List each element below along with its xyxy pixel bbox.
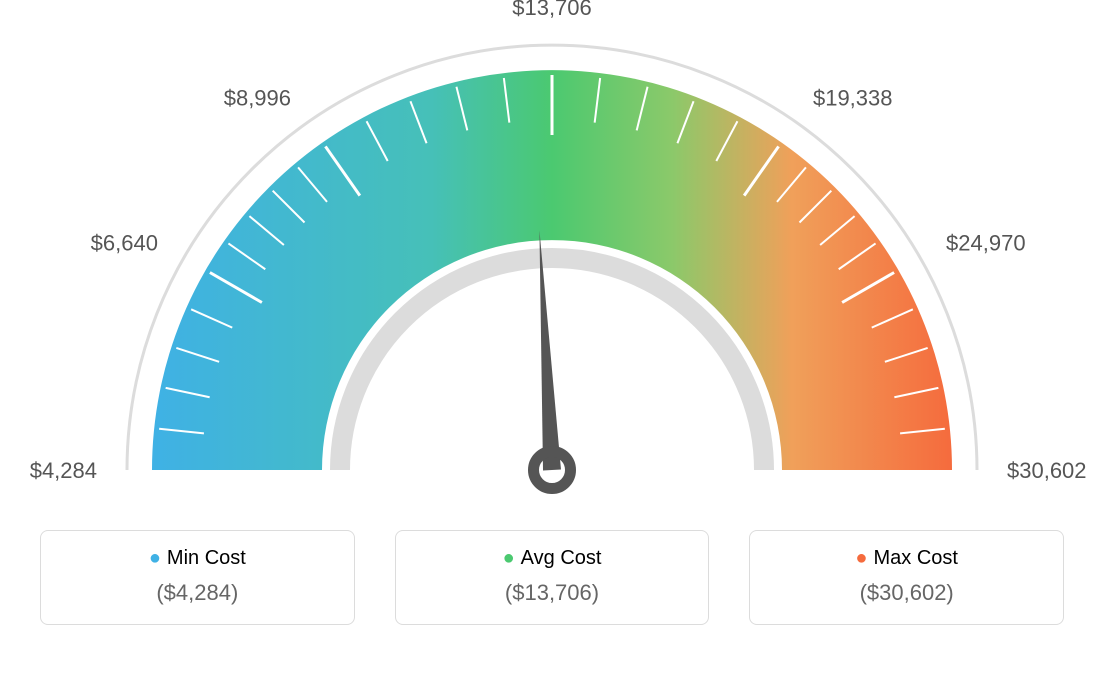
legend-label-avg: Avg Cost: [521, 547, 602, 569]
gauge-label: $30,602: [1007, 458, 1087, 483]
legend-dot-min: ●: [149, 547, 161, 569]
legend-label-max: Max Cost: [873, 547, 957, 569]
legend-label-min: Min Cost: [167, 547, 246, 569]
legend-value-min: ($4,284): [41, 580, 354, 606]
gauge-label: $19,338: [813, 85, 893, 110]
legend-row: ● Min Cost ($4,284) ● Avg Cost ($13,706) ●…: [0, 530, 1104, 625]
legend-box-avg: ● Avg Cost ($13,706): [395, 530, 710, 625]
gauge-label: $6,640: [91, 231, 158, 256]
gauge-label: $4,284: [30, 458, 97, 483]
legend-title-min: ● Min Cost: [41, 547, 354, 570]
legend-value-avg: ($13,706): [396, 580, 709, 606]
gauge-label: $24,970: [946, 231, 1026, 256]
gauge-chart: $4,284 $6,640 $8,996 $13,706 $19,338 $24,970 $…: [0, 0, 1104, 520]
legend-box-max: ● Max Cost ($30,602): [749, 530, 1064, 625]
legend-dot-max: ●: [855, 547, 867, 569]
gauge-label: $13,706: [512, 0, 592, 20]
legend-dot-avg: ●: [503, 547, 515, 569]
legend-box-min: ● Min Cost ($4,284): [40, 530, 355, 625]
legend-title-max: ● Max Cost: [750, 547, 1063, 570]
gauge-svg: $4,284 $6,640 $8,996 $13,706 $19,338 $24,970 $…: [0, 0, 1104, 520]
gauge-label: $8,996: [224, 85, 291, 110]
legend-value-max: ($30,602): [750, 580, 1063, 606]
legend-title-avg: ● Avg Cost: [396, 547, 709, 570]
